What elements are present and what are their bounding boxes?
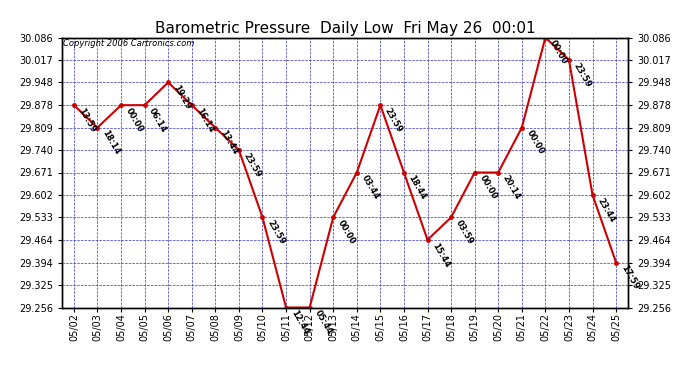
Text: 15:44: 15:44 <box>431 241 451 269</box>
Text: 00:00: 00:00 <box>548 39 569 66</box>
Text: 23:59: 23:59 <box>383 106 404 134</box>
Text: 03:59: 03:59 <box>454 219 475 246</box>
Text: 00:00: 00:00 <box>336 219 357 246</box>
Text: 19:29: 19:29 <box>171 84 192 111</box>
Text: 18:44: 18:44 <box>406 174 428 201</box>
Text: 23:59: 23:59 <box>265 219 286 246</box>
Text: 23:59: 23:59 <box>572 62 593 89</box>
Text: 06:14: 06:14 <box>148 106 168 134</box>
Text: 13:44: 13:44 <box>218 129 239 157</box>
Title: Barometric Pressure  Daily Low  Fri May 26  00:01: Barometric Pressure Daily Low Fri May 26… <box>155 21 535 36</box>
Text: 17:59: 17:59 <box>619 264 640 291</box>
Text: 18:14: 18:14 <box>100 129 121 157</box>
Text: 00:00: 00:00 <box>524 129 546 156</box>
Text: Copyright 2006 Cartronics.com: Copyright 2006 Cartronics.com <box>63 39 195 48</box>
Text: 03:44: 03:44 <box>359 174 381 201</box>
Text: 23:44: 23:44 <box>595 196 616 224</box>
Text: 16:14: 16:14 <box>195 106 216 134</box>
Text: 00:00: 00:00 <box>124 106 145 134</box>
Text: 12:44: 12:44 <box>289 309 310 337</box>
Text: 00:00: 00:00 <box>477 174 498 201</box>
Text: 23:59: 23:59 <box>241 152 263 179</box>
Text: 05:44: 05:44 <box>313 309 333 336</box>
Text: 20:14: 20:14 <box>501 174 522 201</box>
Text: 13:59: 13:59 <box>77 106 98 134</box>
